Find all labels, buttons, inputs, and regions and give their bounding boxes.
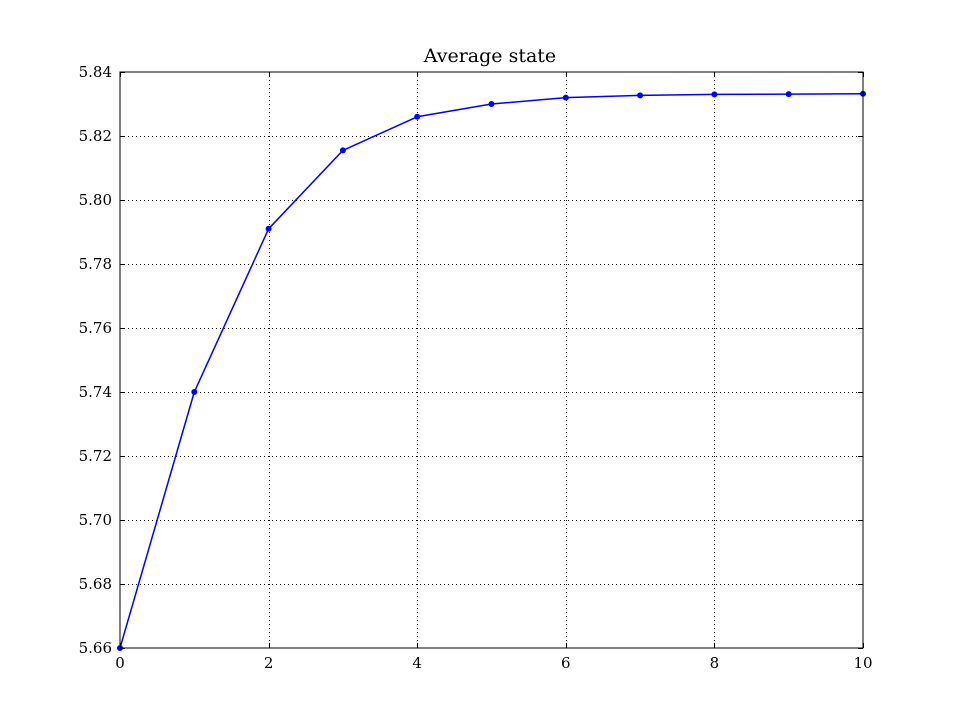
y-tick-label: 5.82	[79, 127, 112, 145]
series-layer	[117, 90, 866, 651]
data-point	[637, 92, 644, 99]
y-tick-label: 5.78	[79, 255, 112, 273]
y-tick-label: 5.66	[79, 639, 112, 657]
y-tick-label: 5.70	[79, 511, 112, 529]
data-point	[488, 101, 495, 107]
data-point	[265, 225, 272, 232]
x-tick-label: 8	[710, 654, 720, 672]
data-point	[711, 91, 718, 98]
y-tick-label: 5.72	[79, 447, 112, 465]
data-point	[414, 113, 421, 120]
x-tick-label: 4	[412, 654, 422, 672]
x-tick-label: 2	[264, 654, 274, 672]
x-tick-label: 0	[115, 654, 125, 672]
data-point	[562, 94, 569, 101]
chart-title: Average state	[423, 45, 556, 67]
y-tick-label: 5.74	[79, 383, 112, 401]
x-tick-label: 6	[561, 654, 571, 672]
y-tick-label: 5.80	[79, 191, 112, 209]
ticks-layer: 0 2 4 6 8 10 5.66 5.68 5.70 5.72 5.74 5.76 5.78 5.80 5…	[79, 63, 873, 672]
y-tick-label: 5.68	[79, 575, 112, 593]
data-point	[785, 91, 792, 98]
grid-layer	[120, 72, 863, 648]
data-point	[339, 147, 346, 154]
plot-frame	[119, 71, 864, 649]
y-tick-label: 5.76	[79, 319, 112, 337]
x-tick-label: 10	[853, 654, 872, 672]
data-point	[191, 389, 198, 395]
y-tick-label: 5.84	[79, 63, 112, 81]
